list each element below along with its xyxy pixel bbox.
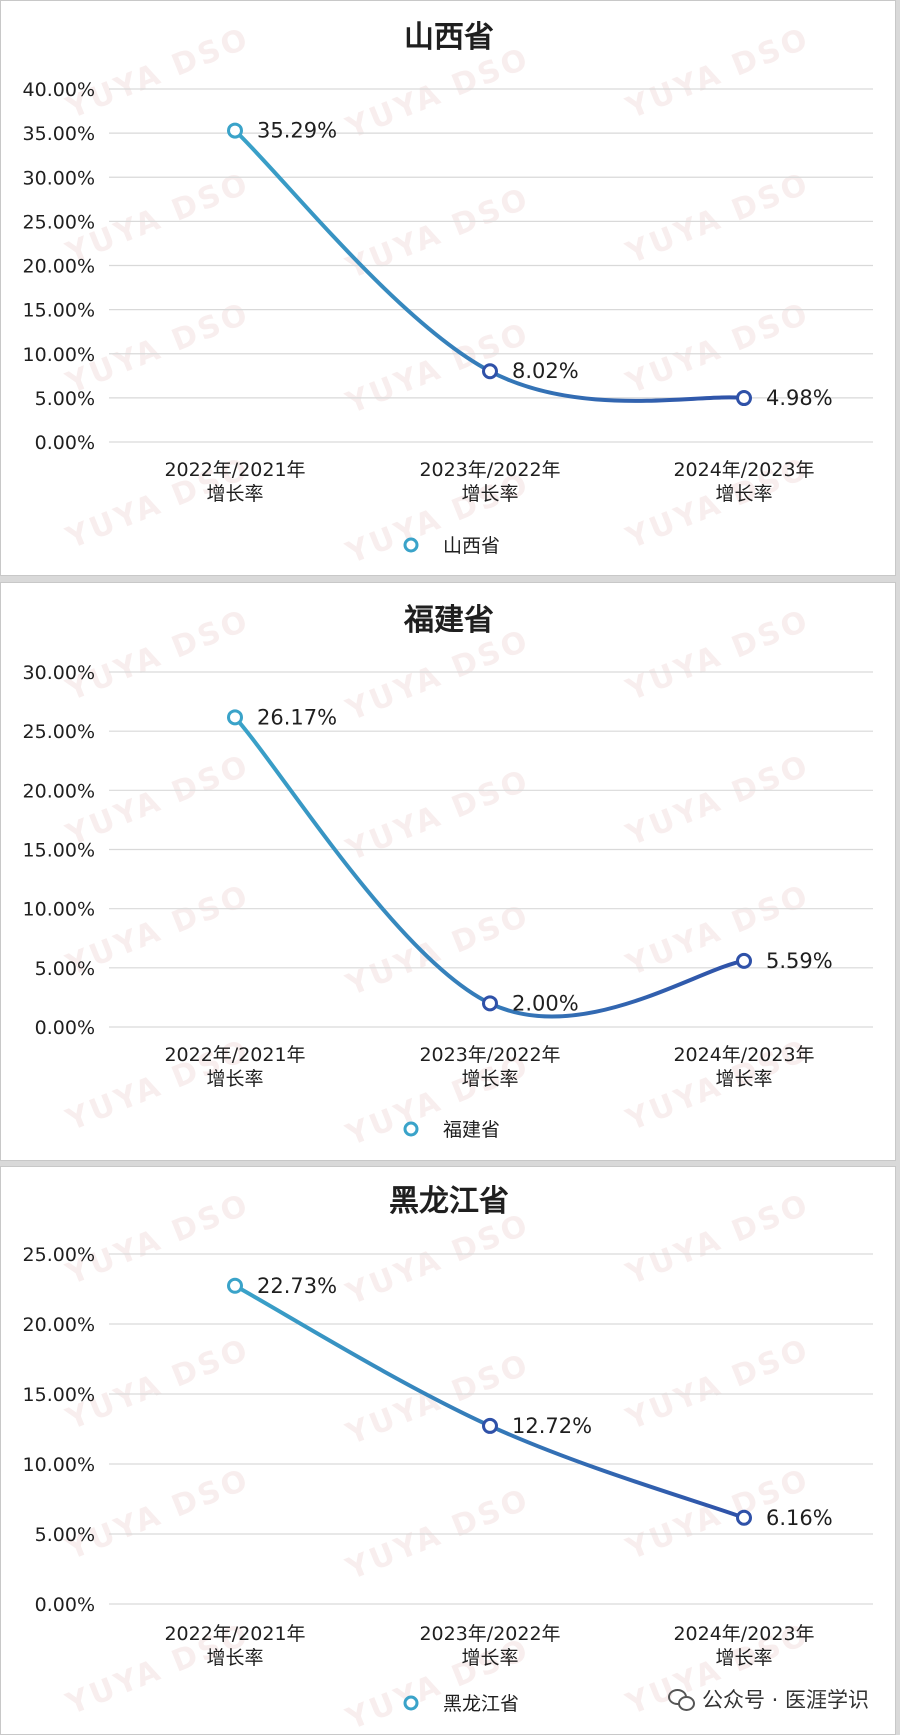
legend-label: 黑龙江省	[443, 1693, 519, 1715]
x-tick-label: 2022年/2021年增长率	[164, 1623, 305, 1669]
chart-panel-heilongjiang: YUYA DSO YUYA DSO YUYA DSO YUYA DSO YUYA DSO…	[0, 1166, 896, 1735]
data-label: 2.00%	[512, 991, 579, 1015]
line-chart-heilongjiang: 黑龙江省 0.00% 5.00% 10.00% 15.00% 20.00% 25.00% 20…	[23, 1184, 873, 1715]
data-label: 5.59%	[766, 949, 833, 973]
y-tick-label: 10.00%	[23, 344, 95, 366]
data-label: 4.98%	[766, 386, 833, 410]
line-chart-shanxi: 山西省 0.00% 5.00% 10.00% 15.00% 20.00% 25.00% 30.…	[23, 20, 873, 557]
legend-label: 福建省	[443, 1119, 500, 1141]
x-tick-label: 2024年/2023年增长率	[673, 1044, 814, 1090]
data-point	[482, 995, 498, 1012]
x-tick-label: 2023年/2022年增长率	[419, 1044, 560, 1090]
y-tick-label: 25.00%	[23, 211, 95, 233]
y-tick-label: 5.00%	[35, 1524, 95, 1546]
y-tick-label: 20.00%	[23, 780, 95, 802]
y-tick-label: 10.00%	[23, 899, 95, 921]
y-tick-label: 15.00%	[23, 840, 95, 862]
line-chart-fujian: 福建省 0.00% 5.00% 10.00% 15.00% 20.00% 25.00% 30.…	[23, 603, 873, 1141]
legend-label: 山西省	[443, 535, 500, 557]
chart-title: 福建省	[403, 603, 494, 638]
series-line	[233, 715, 746, 1019]
x-tick-label: 2024年/2023年增长率	[673, 1623, 814, 1669]
data-label: 6.16%	[766, 1506, 833, 1530]
y-tick-label: 25.00%	[23, 1244, 95, 1266]
y-tick-label: 10.00%	[23, 1454, 95, 1476]
legend: 福建省	[389, 1119, 500, 1141]
chart-title: 黑龙江省	[389, 1184, 509, 1219]
legend: 黑龙江省	[389, 1693, 519, 1715]
data-label: 26.17%	[257, 705, 337, 729]
y-tick-label: 0.00%	[35, 432, 95, 454]
data-label: 8.02%	[512, 359, 579, 383]
data-point	[227, 122, 243, 139]
data-label: 22.73%	[257, 1274, 337, 1298]
legend-marker	[403, 1695, 419, 1711]
series-line	[233, 1283, 746, 1520]
y-tick-label: 40.00%	[23, 79, 95, 101]
data-label: 12.72%	[512, 1414, 592, 1438]
data-point	[736, 952, 752, 969]
y-tick-label: 5.00%	[35, 388, 95, 410]
y-tick-label: 20.00%	[23, 256, 95, 278]
data-point	[227, 709, 243, 726]
y-tick-label: 25.00%	[23, 721, 95, 743]
data-point	[227, 1277, 243, 1294]
data-point	[736, 390, 752, 407]
y-tick-label: 0.00%	[35, 1017, 95, 1039]
x-tick-label: 2024年/2023年增长率	[673, 459, 814, 505]
y-tick-label: 20.00%	[23, 1314, 95, 1336]
y-tick-label: 30.00%	[23, 662, 95, 684]
y-tick-label: 15.00%	[23, 1384, 95, 1406]
y-tick-label: 15.00%	[23, 300, 95, 322]
y-tick-label: 30.00%	[23, 167, 95, 189]
x-tick-label: 2023年/2022年增长率	[419, 1623, 560, 1669]
legend-marker	[403, 537, 419, 553]
y-tick-label: 5.00%	[35, 958, 95, 980]
chart-panel-fujian: YUYA DSO YUYA DSO YUYA DSO YUYA DSO YUYA DSO…	[0, 582, 896, 1161]
footer-credit: 公众号 · 医涯学识	[667, 1684, 869, 1714]
data-point	[736, 1509, 752, 1526]
wechat-icon	[667, 1688, 695, 1711]
data-label: 35.29%	[257, 119, 337, 143]
y-tick-label: 35.00%	[23, 123, 95, 145]
chart-title: 山西省	[404, 20, 494, 55]
footer-credit-label: 公众号 · 医涯学识	[701, 1688, 869, 1712]
x-tick-label: 2022年/2021年增长率	[164, 459, 305, 505]
x-tick-label: 2023年/2022年增长率	[419, 459, 560, 505]
data-point	[482, 363, 498, 380]
chart-panel-shanxi: YUYA DSO YUYA DSO YUYA DSO YUYA DSO YUYA DSO…	[0, 0, 896, 576]
y-tick-label: 0.00%	[35, 1594, 95, 1616]
legend: 山西省	[389, 535, 500, 557]
legend-marker	[403, 1121, 419, 1137]
x-tick-label: 2022年/2021年增长率	[164, 1044, 305, 1090]
data-point	[482, 1417, 498, 1434]
